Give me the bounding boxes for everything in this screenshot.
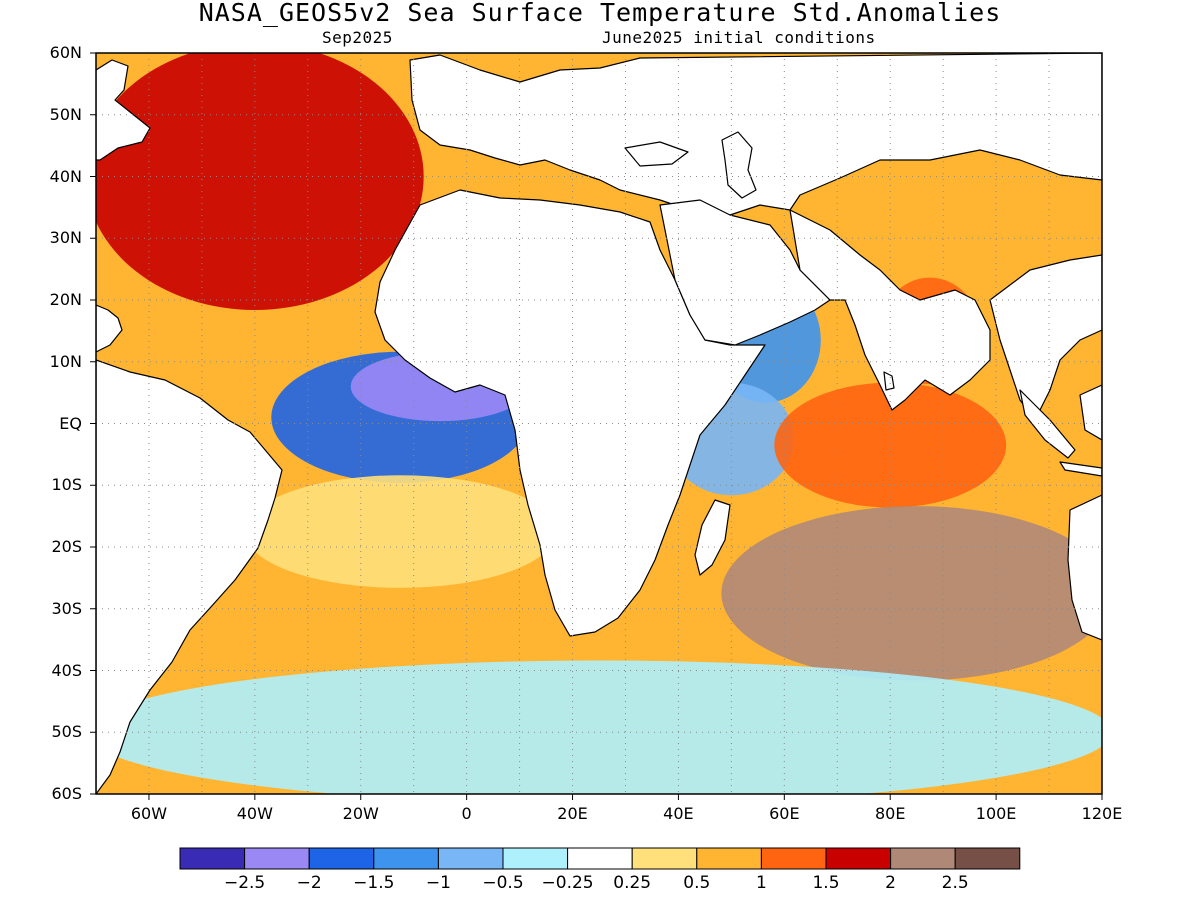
axis-ticks bbox=[90, 52, 1103, 800]
lat-label: 10S bbox=[51, 475, 82, 495]
arabia bbox=[659, 199, 831, 346]
lat-label: 60S bbox=[51, 784, 82, 803]
colorbar-swatch bbox=[502, 847, 569, 870]
lon-label: 40W bbox=[236, 804, 273, 823]
madagascar bbox=[694, 499, 731, 576]
colorbar-tick-label: −2.5 bbox=[223, 873, 266, 893]
europe bbox=[409, 53, 1102, 216]
colorbar-tick-label: −2 bbox=[296, 873, 322, 893]
colorbar-tick-label: 0.25 bbox=[613, 873, 652, 893]
north-america bbox=[96, 59, 151, 161]
initial-conditions-label: June2025 initial conditions bbox=[602, 28, 876, 47]
lon-label: 120E bbox=[1081, 804, 1123, 823]
black-sea bbox=[624, 141, 689, 167]
colorbar-tick-label: 1.5 bbox=[812, 873, 840, 893]
java bbox=[1059, 461, 1102, 477]
lat-label: 50S bbox=[51, 722, 82, 742]
anomaly-region-southern-ocean bbox=[96, 660, 1102, 794]
lon-label: 60E bbox=[769, 804, 800, 823]
colorbar-tick-label: 2.5 bbox=[941, 873, 969, 893]
colorbar-swatch bbox=[437, 847, 504, 870]
lat-label: 40S bbox=[51, 660, 82, 680]
colorbar-swatch bbox=[179, 847, 246, 870]
land-masses bbox=[96, 53, 1102, 794]
anomaly-region-south-atlantic-subtropics bbox=[244, 475, 557, 588]
africa bbox=[374, 189, 766, 637]
lat-label: 20N bbox=[49, 290, 82, 309]
southeast-asia bbox=[989, 254, 1102, 421]
colorbar-swatch bbox=[954, 847, 1021, 870]
colorbar-tick-label: −1.5 bbox=[353, 873, 395, 893]
colorbar-swatch bbox=[567, 847, 633, 870]
lat-label: 60N bbox=[49, 43, 82, 62]
colorbar bbox=[179, 847, 1021, 870]
map-title: NASA_GEOS5v2 Sea Surface Temperature Std… bbox=[198, 0, 1002, 27]
lat-label: 40N bbox=[49, 166, 82, 186]
lat-label: 10N bbox=[49, 351, 82, 371]
lon-label: 0 bbox=[461, 804, 472, 823]
anomaly-region-central-indian-ocean bbox=[774, 382, 1007, 508]
caspian-sea bbox=[721, 131, 757, 199]
colorbar-tick-label: 2 bbox=[885, 873, 896, 893]
anomaly-region-north-atlantic bbox=[96, 53, 424, 310]
lon-label: 80E bbox=[874, 804, 906, 823]
caribbean-coast bbox=[96, 304, 123, 353]
colorbar-swatch bbox=[308, 847, 375, 870]
borneo bbox=[1079, 384, 1102, 441]
colorbar-swatch bbox=[696, 847, 762, 870]
colorbar-tick-label: −1 bbox=[425, 873, 451, 893]
lon-label: 20E bbox=[557, 804, 588, 823]
lon-label: 100E bbox=[975, 804, 1017, 823]
lon-label: 20W bbox=[342, 804, 379, 823]
lat-label: 50N bbox=[49, 104, 82, 124]
sri-lanka bbox=[883, 371, 895, 391]
south-america bbox=[96, 359, 283, 794]
colorbar-swatch bbox=[244, 847, 310, 870]
lat-label: 30S bbox=[51, 598, 82, 618]
forecast-month-label: Sep2025 bbox=[322, 28, 393, 47]
colorbar-swatch bbox=[890, 847, 956, 870]
lon-label: 60W bbox=[130, 804, 168, 823]
australia bbox=[1067, 494, 1102, 641]
lat-label: EQ bbox=[59, 413, 82, 433]
colorbar-tick-label: −0.25 bbox=[541, 873, 594, 893]
colorbar-swatch bbox=[825, 847, 892, 870]
colorbar-swatch bbox=[373, 847, 439, 870]
anomaly-region-southern-indian-ocean bbox=[721, 506, 1102, 681]
colorbar-tick-label: −0.5 bbox=[482, 873, 524, 893]
anomaly-field bbox=[96, 53, 1102, 794]
colorbar-swatch bbox=[631, 847, 698, 870]
colorbar-swatch bbox=[760, 847, 827, 870]
lat-label: 20S bbox=[51, 537, 82, 556]
lon-label: 40E bbox=[663, 804, 694, 823]
lat-label: 30N bbox=[49, 228, 82, 248]
sumatra bbox=[1019, 389, 1076, 459]
colorbar-tick-label: 1 bbox=[755, 873, 767, 893]
colorbar-tick-label: 0.5 bbox=[683, 873, 711, 893]
